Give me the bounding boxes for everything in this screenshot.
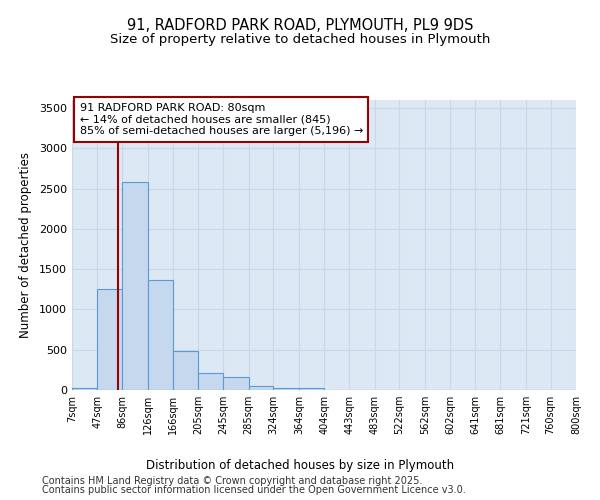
- Bar: [173, 350, 198, 390]
- Bar: [72, 388, 97, 390]
- Bar: [223, 377, 248, 390]
- Bar: [248, 386, 274, 390]
- Text: 91 RADFORD PARK ROAD: 80sqm
← 14% of detached houses are smaller (845)
85% of se: 91 RADFORD PARK ROAD: 80sqm ← 14% of det…: [80, 103, 363, 136]
- Text: Size of property relative to detached houses in Plymouth: Size of property relative to detached ho…: [110, 32, 490, 46]
- Bar: [274, 388, 299, 390]
- Bar: [148, 280, 173, 390]
- Text: Distribution of detached houses by size in Plymouth: Distribution of detached houses by size …: [146, 460, 454, 472]
- Bar: [97, 290, 122, 390]
- Bar: [122, 182, 148, 390]
- Bar: [299, 388, 325, 390]
- Text: Contains public sector information licensed under the Open Government Licence v3: Contains public sector information licen…: [42, 485, 466, 495]
- Text: Contains HM Land Registry data © Crown copyright and database right 2025.: Contains HM Land Registry data © Crown c…: [42, 476, 422, 486]
- Bar: [198, 373, 223, 390]
- Y-axis label: Number of detached properties: Number of detached properties: [19, 152, 32, 338]
- Text: 91, RADFORD PARK ROAD, PLYMOUTH, PL9 9DS: 91, RADFORD PARK ROAD, PLYMOUTH, PL9 9DS: [127, 18, 473, 32]
